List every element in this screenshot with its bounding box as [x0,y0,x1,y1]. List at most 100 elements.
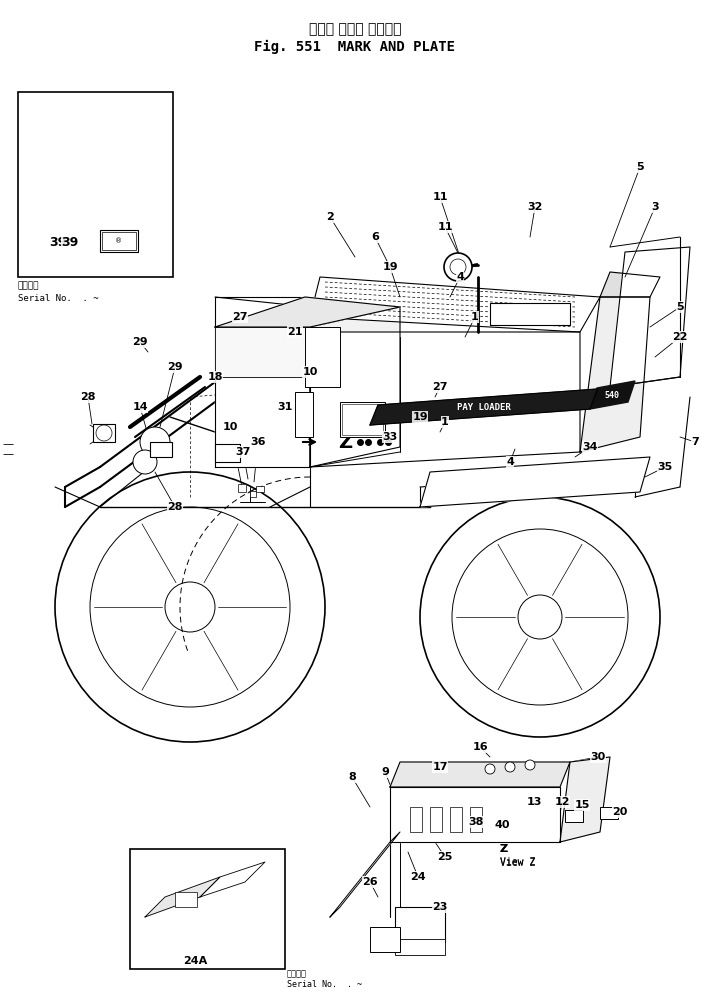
Text: Z: Z [500,844,508,854]
Text: 34: 34 [582,442,598,452]
Text: 13: 13 [526,797,542,807]
Text: View Z: View Z [500,857,535,867]
Polygon shape [580,297,650,452]
Polygon shape [560,757,610,842]
Bar [470,807,482,832]
Text: 8: 8 [348,772,356,782]
Polygon shape [145,877,220,917]
Text: 38: 38 [469,817,483,827]
Text: 11: 11 [432,192,448,202]
Circle shape [165,582,215,632]
Bar [395,939,445,955]
Text: 5: 5 [676,302,684,312]
Text: 7: 7 [691,437,699,447]
Text: 4: 4 [456,272,464,282]
Bar [175,892,197,907]
Text: 3: 3 [651,202,659,212]
Text: 適用号機: 適用号機 [287,969,307,978]
Polygon shape [390,787,560,842]
Circle shape [450,259,466,275]
Text: 27: 27 [232,312,247,322]
Bar [340,402,385,437]
Text: 24A: 24A [183,956,207,966]
Text: 9: 9 [381,767,389,777]
Bar [250,491,256,497]
Text: 1: 1 [471,312,479,322]
Text: 12: 12 [555,797,570,807]
Bar [490,303,570,325]
Text: 14: 14 [132,402,148,412]
Text: 2: 2 [326,212,334,222]
Text: 17: 17 [432,762,448,772]
Text: 24: 24 [410,872,426,882]
Text: 10: 10 [223,422,237,432]
Text: View Z: View Z [500,858,535,868]
Bar [430,807,442,832]
Polygon shape [215,327,310,377]
Polygon shape [600,272,660,297]
Text: Z: Z [338,433,352,452]
Text: —: — [2,439,14,449]
Text: 10: 10 [302,367,318,377]
Bar [238,484,246,492]
Polygon shape [390,762,570,787]
Text: 33: 33 [383,432,397,442]
Text: 23: 23 [432,902,448,912]
Text: PAY LOADER: PAY LOADER [457,403,511,412]
Polygon shape [310,277,600,332]
Text: 40: 40 [494,820,510,830]
Polygon shape [310,307,400,467]
Circle shape [525,760,535,770]
Text: 29: 29 [167,362,183,372]
Text: 21: 21 [287,327,303,337]
Text: 19: 19 [383,262,398,272]
Text: 30: 30 [590,752,606,762]
Bar [215,444,240,462]
Polygon shape [590,381,635,409]
Text: Z: Z [500,844,508,854]
Bar [342,404,383,435]
Circle shape [505,762,515,772]
Bar [130,849,285,969]
Text: 6: 6 [371,232,379,242]
Bar [410,807,422,832]
Text: 22: 22 [672,332,688,342]
Bar [395,907,445,942]
Text: Serial No.  . ~: Serial No. . ~ [18,294,99,303]
Text: 5: 5 [636,162,644,172]
Text: 32: 32 [528,202,542,212]
Circle shape [485,764,495,774]
Text: 35: 35 [658,462,673,472]
Bar [256,486,264,492]
Circle shape [444,253,472,281]
Text: マーク および プレート: マーク および プレート [309,22,401,36]
Circle shape [420,497,660,737]
Circle shape [55,472,325,742]
Text: 15: 15 [574,800,589,810]
Text: 28: 28 [167,502,183,512]
Bar [93,424,115,442]
Polygon shape [330,832,400,917]
Text: 25: 25 [437,852,453,862]
Text: 20: 20 [612,807,628,817]
Text: 1: 1 [441,417,449,427]
Polygon shape [370,389,598,425]
Text: 18: 18 [207,372,223,382]
Bar [370,927,400,952]
Circle shape [96,425,112,441]
Bar [450,807,462,832]
Polygon shape [215,297,400,327]
Text: 28: 28 [80,392,96,402]
Text: 16: 16 [472,742,488,752]
Polygon shape [215,327,310,467]
Bar [565,810,583,822]
Circle shape [133,450,157,474]
Polygon shape [420,457,650,507]
Text: 37: 37 [235,447,251,457]
Circle shape [90,507,290,707]
Bar [150,442,172,457]
Bar [18,92,173,277]
Text: 29: 29 [132,337,148,347]
Text: 540: 540 [604,391,619,400]
Bar [100,230,138,252]
